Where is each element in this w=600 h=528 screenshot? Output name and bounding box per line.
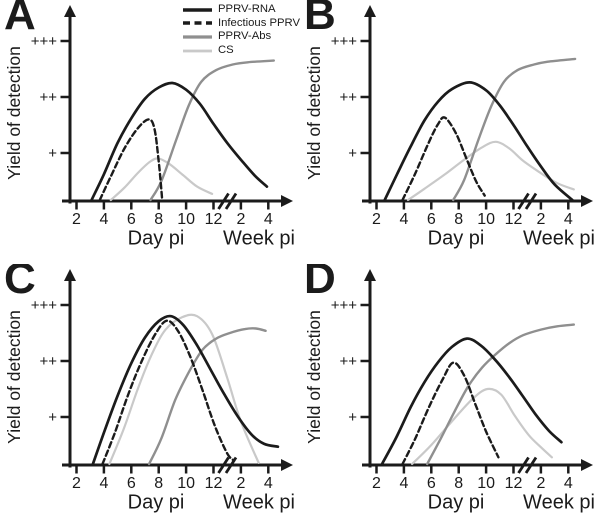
svg-text:+: + xyxy=(348,145,357,162)
svg-text:+++: +++ xyxy=(31,33,58,50)
svg-text:8: 8 xyxy=(154,211,163,228)
svg-text:+: + xyxy=(48,145,57,162)
legend-label: Infectious PPRV xyxy=(218,16,300,29)
svg-text:8: 8 xyxy=(454,211,463,228)
legend-label: CS xyxy=(218,43,234,56)
svg-text:++: ++ xyxy=(39,89,57,106)
svg-text:10: 10 xyxy=(477,211,495,228)
svg-text:4: 4 xyxy=(99,475,108,492)
svg-text:+: + xyxy=(348,409,357,426)
svg-text:8: 8 xyxy=(154,475,163,492)
svg-text:12: 12 xyxy=(205,211,223,228)
svg-text:12: 12 xyxy=(205,475,223,492)
plot-area-a: ++++++2 4 6 8 10 12 2 4 xyxy=(31,5,293,228)
panel-a: A Yield of detection + ++ +++ 2 4 6 8 10 12 2 4 Da… xyxy=(0,0,300,264)
svg-text:12: 12 xyxy=(505,475,523,492)
dashed-black-line-icon xyxy=(183,21,212,26)
svg-text:4: 4 xyxy=(264,475,273,492)
panel-d: D Yield of detection + ++ +++ 2 4 6 8 10 12 2 4 Da… xyxy=(300,264,600,528)
svg-text:2: 2 xyxy=(536,475,545,492)
panel-letter-d: D xyxy=(304,264,336,303)
plot-area-b: ++++++2 4 6 8 10 12 2 4 xyxy=(331,5,593,228)
svg-text:6: 6 xyxy=(427,475,436,492)
solid-gray-line-icon xyxy=(183,35,212,39)
svg-text:2: 2 xyxy=(372,211,381,228)
svg-text:12: 12 xyxy=(505,211,523,228)
x-axis-week-label: Week pi xyxy=(523,491,595,514)
svg-text:10: 10 xyxy=(477,475,495,492)
svg-text:++: ++ xyxy=(339,89,357,106)
plot-area-d: ++++++2 4 6 8 10 12 2 4 xyxy=(331,269,593,492)
panel-letter-c: C xyxy=(4,264,36,303)
svg-text:4: 4 xyxy=(99,211,108,228)
x-axis-day-label: Day pi xyxy=(127,491,185,514)
svg-text:10: 10 xyxy=(177,475,195,492)
svg-text:++: ++ xyxy=(339,353,357,370)
x-axis-week-label: Week pi xyxy=(223,227,295,250)
legend-item-infectious-pprv: Infectious PPRV xyxy=(183,17,300,31)
svg-text:6: 6 xyxy=(127,475,136,492)
panel-letter-a: A xyxy=(4,0,36,39)
svg-text:2: 2 xyxy=(72,211,81,228)
legend-item-cs: CS xyxy=(183,44,300,58)
svg-text:6: 6 xyxy=(427,211,436,228)
svg-text:+: + xyxy=(48,409,57,426)
solid-black-line-icon xyxy=(183,7,212,12)
svg-text:4: 4 xyxy=(399,211,408,228)
svg-text:+++: +++ xyxy=(331,33,358,50)
panel-b: B Yield of detection + ++ +++ 2 4 6 8 10 12 2 4 Da… xyxy=(300,0,600,264)
svg-text:10: 10 xyxy=(177,211,195,228)
svg-text:4: 4 xyxy=(264,211,273,228)
svg-text:4: 4 xyxy=(564,475,573,492)
x-axis-day-label: Day pi xyxy=(427,227,485,250)
svg-text:4: 4 xyxy=(564,211,573,228)
plot-area-c: ++++++2 4 6 8 10 12 2 4 xyxy=(31,269,293,492)
panel-letter-b: B xyxy=(304,0,336,39)
svg-text:+++: +++ xyxy=(31,297,58,314)
x-axis-day-label: Day pi xyxy=(127,227,185,250)
svg-text:+++: +++ xyxy=(331,297,358,314)
svg-text:6: 6 xyxy=(127,211,136,228)
legend-label: PPRV-RNA xyxy=(218,3,276,16)
legend-item-pprv-abs: PPRV-Abs xyxy=(183,30,300,44)
legend-item-pprv-rna: PPRV-RNA xyxy=(183,3,300,17)
x-axis-week-label: Week pi xyxy=(523,227,595,250)
panel-c: C Yield of detection + ++ +++ 2 4 6 8 10 12 2 4 Da… xyxy=(0,264,300,528)
svg-text:4: 4 xyxy=(399,475,408,492)
svg-text:++: ++ xyxy=(39,353,57,370)
x-axis-day-label: Day pi xyxy=(427,491,485,514)
legend: PPRV-RNA Infectious PPRV PPRV-Abs CS xyxy=(183,3,300,57)
legend-label: PPRV-Abs xyxy=(218,30,272,43)
x-axis-week-label: Week pi xyxy=(223,491,295,514)
svg-text:2: 2 xyxy=(236,475,245,492)
svg-text:2: 2 xyxy=(372,475,381,492)
solid-lightgray-line-icon xyxy=(183,49,212,52)
svg-text:8: 8 xyxy=(454,475,463,492)
svg-text:2: 2 xyxy=(72,475,81,492)
svg-text:2: 2 xyxy=(236,211,245,228)
svg-text:2: 2 xyxy=(536,211,545,228)
